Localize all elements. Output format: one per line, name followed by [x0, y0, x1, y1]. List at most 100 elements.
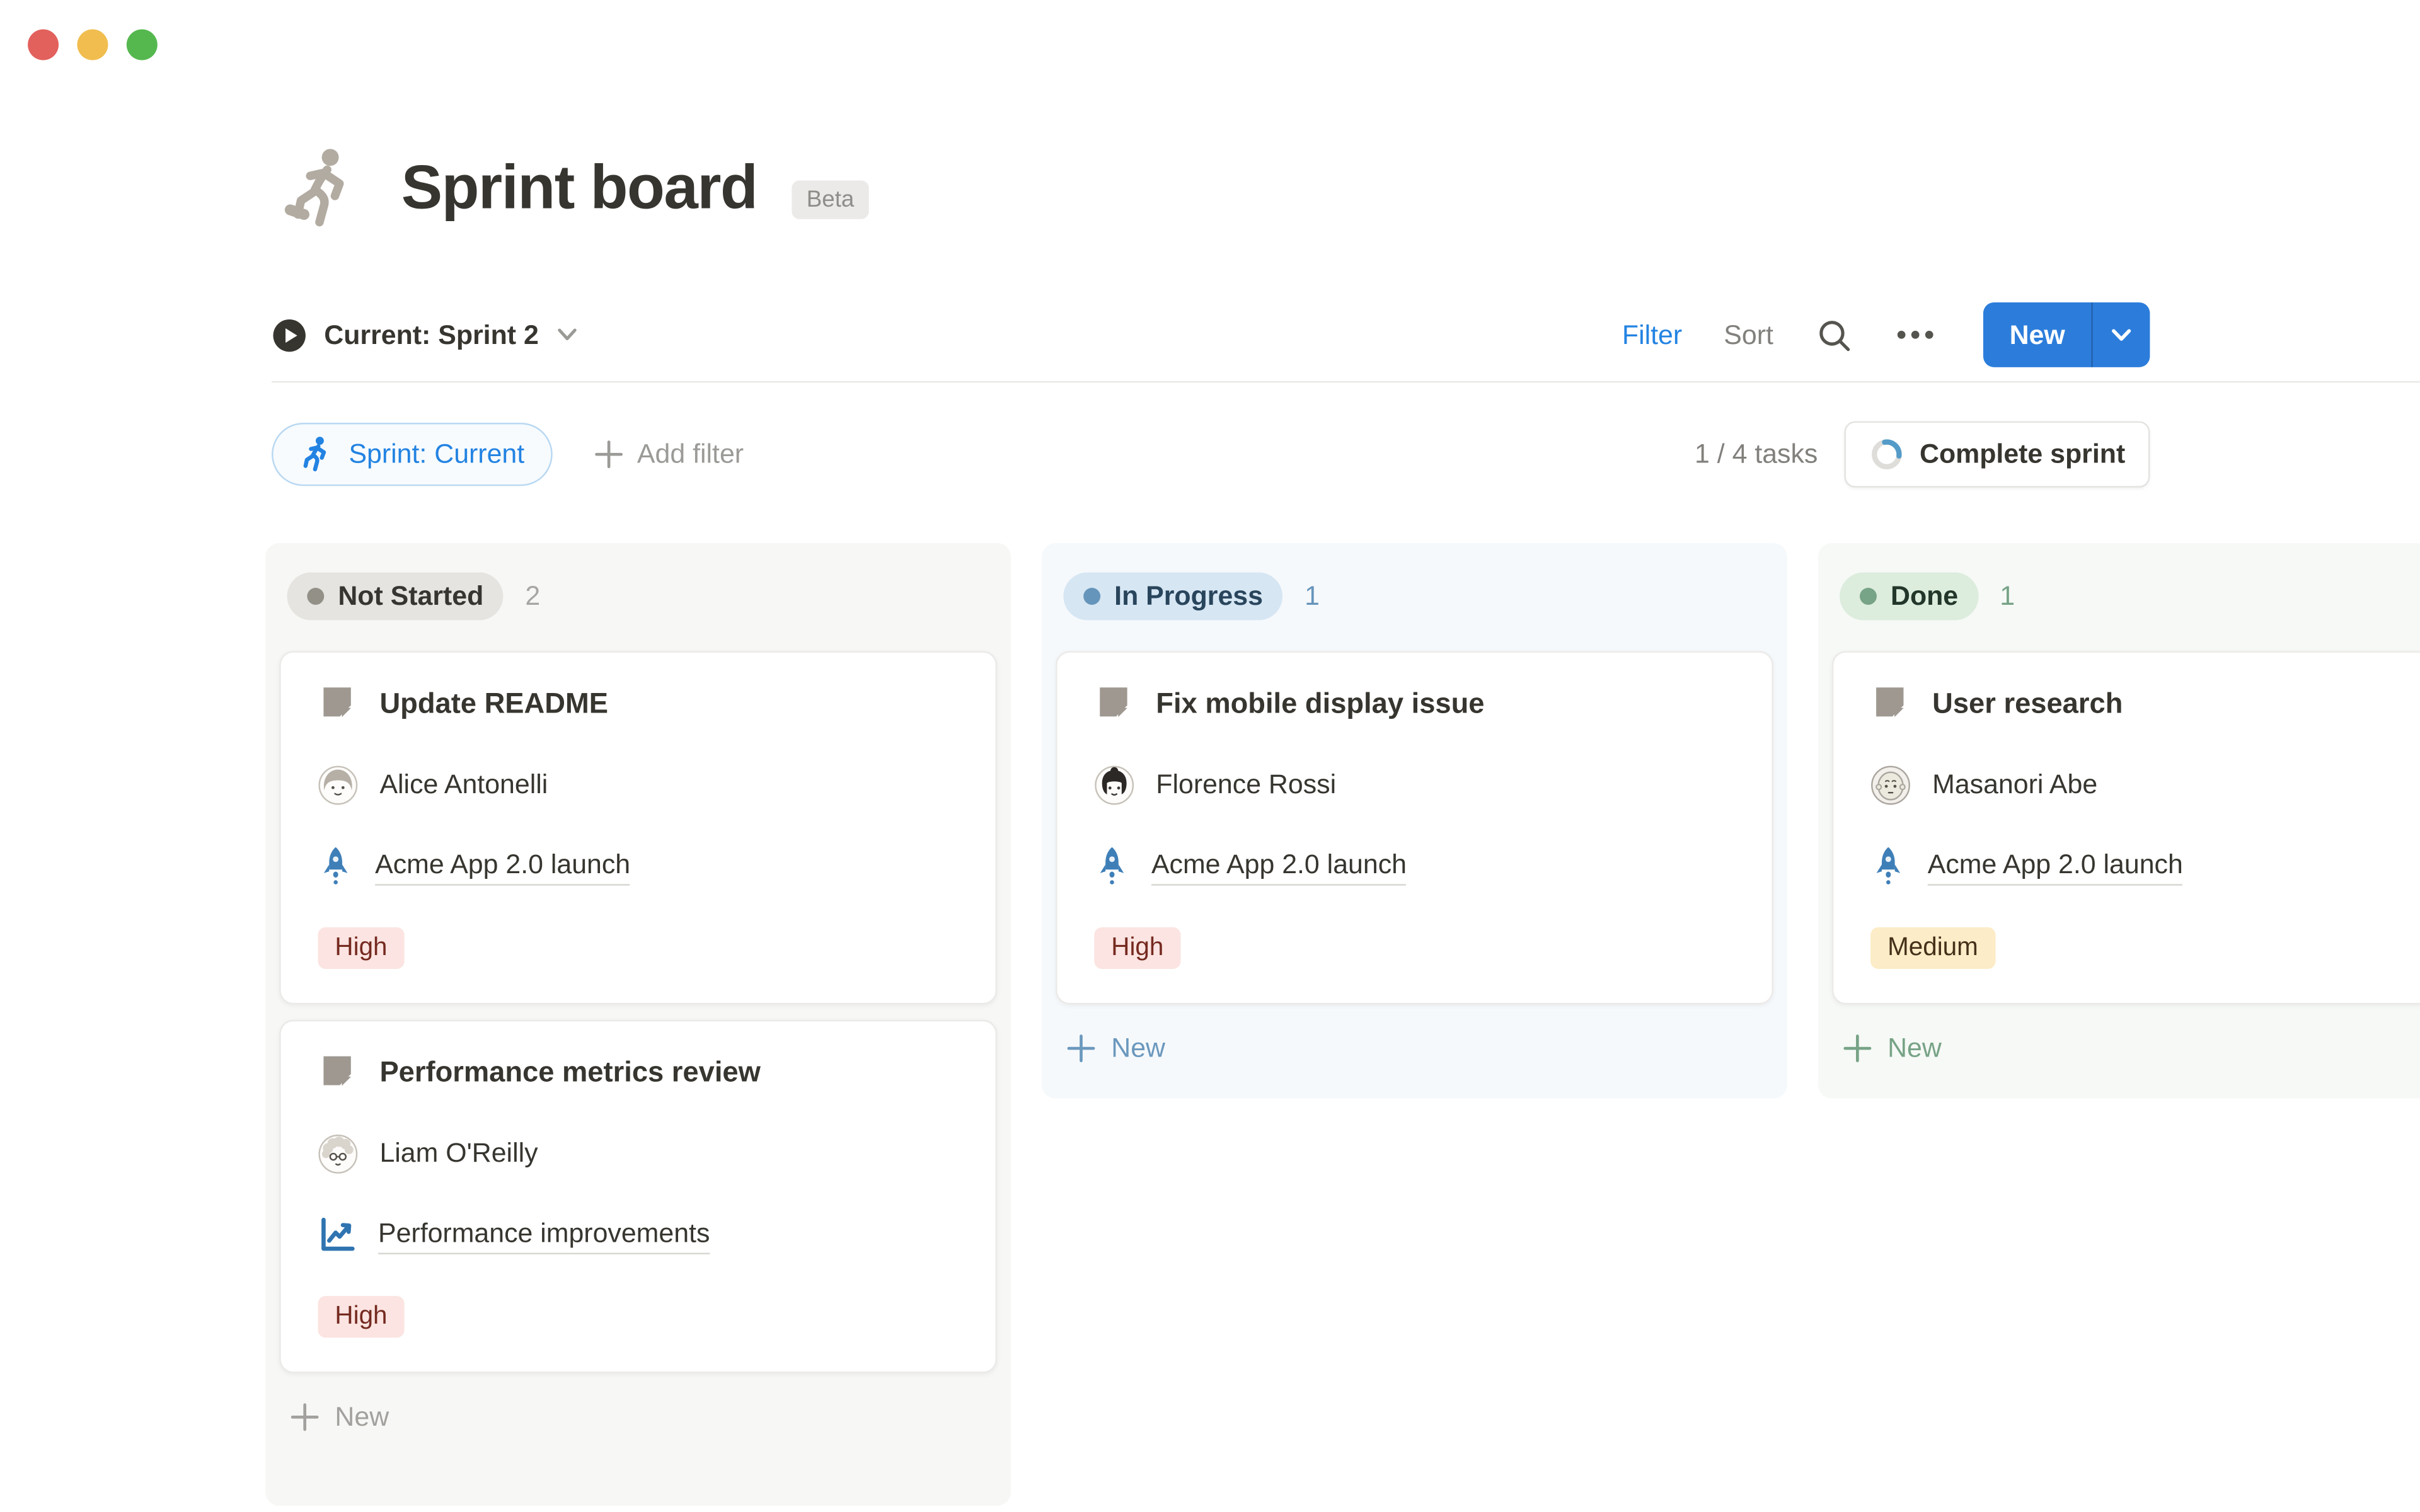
assignee-row: Masanori Abe [1870, 764, 2420, 805]
card-title-row: User research [1870, 684, 2420, 722]
add-filter-label: Add filter [637, 437, 744, 469]
plus-icon [1843, 1034, 1872, 1063]
tasks-count: 1 / 4 tasks [1695, 437, 1818, 469]
status-dot-icon [307, 588, 325, 605]
priority-badge: High [1094, 927, 1181, 969]
board-column-not-started: Not Started 2 Update README Alice Antonelli… [265, 543, 1011, 1506]
card-title: Fix mobile display issue [1156, 685, 1485, 719]
rocket-icon [318, 845, 353, 887]
search-icon[interactable] [1815, 316, 1853, 354]
sort-button[interactable]: Sort [1724, 318, 1773, 350]
column-count: 1 [2000, 580, 2015, 611]
sprint-filter-label: Sprint: Current [349, 437, 525, 469]
filter-bar-left: Sprint: Current Add filter [272, 421, 744, 486]
new-button[interactable]: New [2009, 318, 2065, 350]
page-icon [318, 684, 356, 722]
current-view-label: Current: Sprint 2 [324, 318, 539, 350]
assignee-name: Masanori Abe [1932, 768, 2098, 799]
runner-icon [284, 145, 361, 231]
status-dot-icon [1860, 588, 1877, 605]
column-header: Not Started 2 [278, 543, 999, 651]
status-pill[interactable]: In Progress [1063, 572, 1283, 621]
status-dot-icon [1083, 588, 1101, 605]
close-window-button[interactable] [28, 29, 59, 60]
plus-icon [594, 439, 623, 469]
column-count: 2 [525, 580, 541, 611]
sprint-filter-chip[interactable]: Sprint: Current [272, 421, 553, 486]
sprint-board: Not Started 2 Update README Alice Antonelli… [265, 543, 2420, 1506]
view-toolbar: Current: Sprint 2 Filter Sort [272, 298, 2150, 372]
column-new-button[interactable]: New [1830, 1020, 2420, 1077]
plus-icon [290, 1402, 320, 1432]
more-options-icon[interactable] [1895, 329, 1935, 341]
column-new-button[interactable]: New [1054, 1020, 1775, 1077]
task-card[interactable]: Update README Alice Antonelli Acme App 2.0… [279, 651, 998, 1005]
add-filter-button[interactable]: Add filter [594, 437, 744, 469]
project-row: Acme App 2.0 launch [1094, 845, 1734, 887]
priority-row: Medium [1870, 927, 2420, 969]
assignee-name: Florence Rossi [1156, 768, 1337, 799]
complete-sprint-label: Complete sprint [1919, 437, 2126, 469]
column-new-label: New [1111, 1032, 1166, 1063]
assignee-name: Alice Antonelli [379, 768, 548, 799]
toolbar-actions: Filter Sort New [1622, 302, 2150, 367]
column-new-label: New [335, 1400, 389, 1432]
priority-row: High [1094, 927, 1734, 969]
toolbar-divider [272, 381, 2420, 383]
priority-badge: Medium [1870, 927, 1995, 969]
column-header: Done 1 [1830, 543, 2420, 651]
page-title: Sprint board [401, 153, 758, 222]
card-title-row: Performance metrics review [318, 1052, 958, 1091]
assignee-row: Alice Antonelli [318, 764, 958, 805]
assignee-row: Liam O'Reilly [318, 1133, 958, 1174]
project-row: Acme App 2.0 launch [1870, 845, 2420, 887]
card-title: Update README [379, 685, 608, 719]
filter-bar-right: 1 / 4 tasks Complete sprint [1695, 420, 2150, 487]
status-pill[interactable]: Not Started [287, 572, 504, 621]
task-card[interactable]: Performance metrics review Liam O'Reilly P… [279, 1019, 998, 1373]
zoom-window-button[interactable] [126, 29, 158, 60]
status-label: Not Started [338, 580, 484, 611]
liam-avatar [318, 1133, 358, 1174]
alice-avatar [318, 764, 358, 805]
project-link[interactable]: Acme App 2.0 launch [375, 848, 631, 885]
task-card[interactable]: Fix mobile display issue Florence Rossi Ac… [1056, 651, 1773, 1005]
priority-row: High [318, 1296, 958, 1338]
complete-sprint-button[interactable]: Complete sprint [1843, 420, 2150, 487]
status-pill[interactable]: Done [1840, 572, 1978, 621]
column-new-label: New [1887, 1032, 1942, 1063]
priority-badge: High [318, 1296, 405, 1338]
card-title: User research [1932, 685, 2123, 719]
project-link[interactable]: Acme App 2.0 launch [1927, 848, 2183, 885]
priority-badge: High [318, 927, 405, 969]
board-column-done: Done 1 User research Masanori Abe Acme App 2… [1818, 543, 2420, 1099]
view-switcher[interactable]: Current: Sprint 2 [272, 317, 579, 352]
board-column-in-progress: In Progress 1 Fix mobile display issue Flor… [1042, 543, 1787, 1099]
window-controls [28, 29, 158, 60]
project-row: Performance improvements [318, 1214, 958, 1256]
project-link[interactable]: Acme App 2.0 launch [1151, 848, 1407, 885]
filter-button[interactable]: Filter [1622, 318, 1683, 350]
rocket-icon [1094, 845, 1129, 887]
progress-ring-icon [1869, 436, 1904, 471]
new-button-group: New [1983, 302, 2150, 367]
assignee-row: Florence Rossi [1094, 764, 1734, 805]
project-link[interactable]: Performance improvements [378, 1217, 710, 1254]
chart-icon [318, 1216, 356, 1254]
masanori-avatar [1870, 764, 1911, 805]
status-label: Done [1891, 580, 1959, 611]
page-icon [1870, 684, 1909, 722]
card-title-row: Fix mobile display issue [1094, 684, 1734, 722]
runner-icon [299, 434, 333, 472]
new-button-chevron-down-icon[interactable] [2093, 302, 2150, 367]
new-button-divider [2091, 302, 2093, 367]
priority-row: High [318, 927, 958, 969]
minimize-window-button[interactable] [77, 29, 108, 60]
beta-badge: Beta [791, 180, 870, 219]
task-card[interactable]: User research Masanori Abe Acme App 2.0 la… [1831, 651, 2420, 1005]
rocket-icon [1870, 845, 1906, 887]
page-icon [318, 1052, 356, 1091]
column-count: 1 [1305, 580, 1320, 611]
column-new-button[interactable]: New [278, 1389, 999, 1446]
